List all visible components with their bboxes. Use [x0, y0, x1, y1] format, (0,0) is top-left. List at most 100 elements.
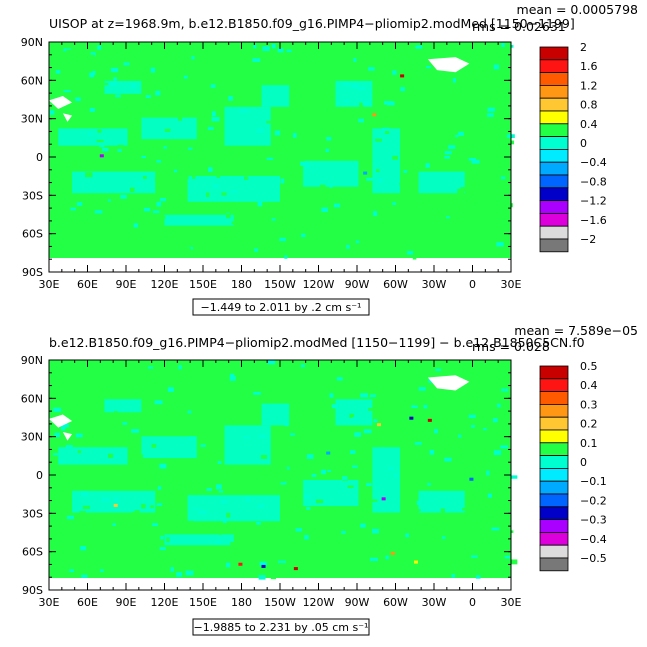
- y-tick-label: 60N: [21, 392, 43, 405]
- field-cell: [106, 470, 115, 475]
- field-cell: [61, 425, 66, 431]
- field-cell: [344, 99, 350, 103]
- field-cell: [80, 546, 87, 551]
- colorbar-label: 1.2: [580, 79, 598, 92]
- extreme-cell: [390, 551, 395, 555]
- field-cell: [346, 244, 350, 249]
- field-cell: [484, 61, 490, 64]
- field-cell: [99, 145, 105, 148]
- field-cell: [96, 139, 104, 143]
- field-cell: [53, 538, 59, 542]
- field-region: [58, 128, 128, 146]
- field-cell: [434, 203, 442, 208]
- field-cell: [274, 560, 279, 564]
- x-tick-label: 30W: [422, 596, 447, 609]
- field-cell: [448, 135, 454, 138]
- field-cell: [458, 434, 462, 438]
- field-cell: [286, 528, 290, 531]
- field-cell: [376, 415, 383, 420]
- x-tick-label: 90W: [345, 596, 370, 609]
- field-cell: [89, 107, 95, 112]
- field-cell: [495, 43, 501, 48]
- field-cell: [487, 113, 494, 117]
- field-cell: [481, 152, 488, 157]
- field-cell: [352, 417, 359, 421]
- field-cell: [76, 202, 83, 206]
- field-cell: [350, 450, 356, 454]
- field-cell: [174, 249, 180, 253]
- field-cell: [213, 91, 218, 97]
- field-cell: [98, 409, 104, 413]
- field-cell: [388, 467, 394, 471]
- field-cell: [182, 175, 189, 180]
- field-cell: [506, 530, 514, 533]
- field-cell: [462, 164, 466, 168]
- field-cell: [487, 493, 493, 498]
- field-cell: [311, 82, 316, 85]
- colorbar-cell: [539, 212, 569, 227]
- field-cell: [290, 469, 297, 475]
- chart-title: b.e12.B1850.f09_g16.PIMP4−pliomip2.modMe…: [49, 335, 585, 350]
- x-tick-label: 150E: [189, 596, 217, 609]
- field-cell: [468, 550, 472, 553]
- field-cell: [414, 194, 419, 199]
- x-tick-label: 60W: [383, 278, 408, 291]
- field-cell: [259, 561, 267, 566]
- field-cell: [146, 521, 152, 527]
- field-cell: [378, 177, 383, 183]
- field-cell: [378, 136, 383, 139]
- field-cell: [230, 190, 238, 193]
- field-cell: [60, 436, 68, 441]
- field-cell: [197, 404, 205, 409]
- field-region: [372, 128, 401, 194]
- colorbar-cell: [539, 506, 569, 520]
- field-cell: [130, 187, 135, 192]
- field-cell: [384, 130, 390, 134]
- range-label: −1.9885 to 2.231 by .05 cm s⁻¹: [194, 621, 369, 634]
- field-cell: [280, 178, 285, 184]
- field-cell: [471, 555, 478, 558]
- field-cell: [485, 478, 490, 481]
- field-region: [418, 490, 465, 513]
- field-cell: [500, 445, 508, 449]
- field-cell: [300, 161, 308, 166]
- y-tick-label: 60N: [21, 74, 43, 87]
- field-cell: [217, 76, 226, 81]
- field-cell: [427, 483, 431, 486]
- field-cell: [383, 101, 392, 105]
- colorbar-label: −1.6: [580, 214, 607, 227]
- field-cell: [277, 48, 284, 53]
- field-cell: [300, 550, 307, 554]
- field-cell: [434, 429, 439, 434]
- colorbar-label: 0.4: [580, 379, 598, 392]
- field-cell: [266, 120, 272, 124]
- x-tick-label: 60W: [383, 596, 408, 609]
- field-cell: [157, 486, 162, 490]
- field-cell: [295, 573, 299, 577]
- colorbar-cell: [539, 72, 569, 86]
- field-region: [72, 171, 156, 194]
- field-cell: [351, 83, 359, 89]
- field-cell: [465, 161, 471, 166]
- field-cell: [311, 474, 317, 477]
- field-cell: [505, 203, 513, 208]
- field-cell: [325, 148, 330, 153]
- field-cell: [79, 511, 86, 514]
- field-cell: [400, 87, 406, 92]
- field-cell: [226, 213, 231, 219]
- x-tick-label: 120W: [303, 278, 335, 291]
- field-cell: [284, 255, 288, 259]
- field-cell: [471, 159, 480, 164]
- field-cell: [462, 507, 467, 511]
- colorbar-cell: [539, 442, 569, 456]
- field-cell: [110, 198, 117, 204]
- field-cell: [310, 444, 315, 448]
- field-cell: [114, 455, 119, 458]
- field-cell: [113, 204, 119, 207]
- colorbar-cell: [539, 429, 569, 444]
- field-cell: [363, 429, 372, 434]
- colorbar-cell: [539, 200, 569, 214]
- field-cell: [80, 491, 88, 497]
- field-cell: [444, 151, 452, 155]
- field-cell: [438, 362, 445, 366]
